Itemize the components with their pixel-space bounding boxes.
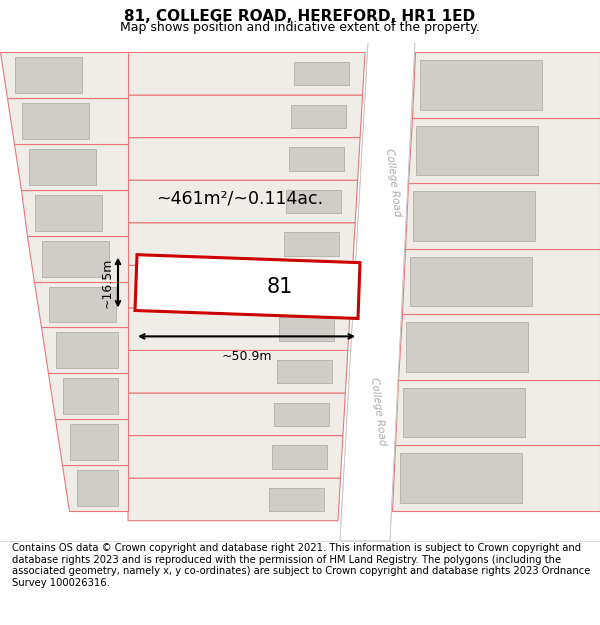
Polygon shape [29,149,95,185]
Polygon shape [63,378,118,414]
Polygon shape [22,103,89,139]
Polygon shape [128,95,362,138]
Text: ~461m²/~0.114ac.: ~461m²/~0.114ac. [157,190,323,208]
Polygon shape [398,314,600,380]
Polygon shape [128,436,343,478]
Polygon shape [62,465,128,511]
Polygon shape [35,195,103,231]
Polygon shape [49,287,116,322]
Text: ~50.9m: ~50.9m [221,351,272,363]
Polygon shape [340,42,415,541]
Polygon shape [284,232,339,256]
Polygon shape [128,180,358,222]
Polygon shape [20,190,128,236]
Polygon shape [406,322,528,372]
Text: 81: 81 [267,277,293,297]
Polygon shape [77,470,118,506]
Polygon shape [289,147,344,171]
Polygon shape [419,61,542,110]
Polygon shape [269,488,324,511]
Polygon shape [395,380,600,445]
Polygon shape [416,126,538,176]
Polygon shape [56,332,118,368]
Polygon shape [128,265,353,308]
Polygon shape [14,144,128,190]
Polygon shape [272,445,326,469]
Polygon shape [401,249,600,314]
Text: ~16.5m: ~16.5m [101,258,114,308]
Polygon shape [400,453,521,503]
Polygon shape [279,318,334,341]
Polygon shape [41,328,128,373]
Polygon shape [128,393,346,436]
Polygon shape [0,52,128,98]
Text: Contains OS data © Crown copyright and database right 2021. This information is : Contains OS data © Crown copyright and d… [12,543,590,588]
Polygon shape [405,183,600,249]
Polygon shape [70,424,118,460]
Polygon shape [128,308,350,351]
Polygon shape [34,282,128,328]
Polygon shape [292,104,346,128]
Polygon shape [294,62,349,86]
Polygon shape [410,257,532,306]
Polygon shape [128,138,360,180]
Polygon shape [48,373,128,419]
Polygon shape [55,419,128,465]
Polygon shape [274,402,329,426]
Polygon shape [277,360,332,383]
Text: Map shows position and indicative extent of the property.: Map shows position and indicative extent… [120,21,480,34]
Polygon shape [135,255,360,319]
Text: 81, COLLEGE ROAD, HEREFORD, HR1 1ED: 81, COLLEGE ROAD, HEREFORD, HR1 1ED [124,9,476,24]
Polygon shape [128,52,365,95]
Polygon shape [15,58,82,93]
Polygon shape [392,445,600,511]
Polygon shape [408,118,600,183]
Text: College Road: College Road [369,376,387,446]
Text: College Road: College Road [384,148,402,217]
Polygon shape [128,478,340,521]
Polygon shape [403,388,525,438]
Polygon shape [128,222,355,265]
Polygon shape [28,236,128,282]
Polygon shape [42,241,109,277]
Polygon shape [128,351,348,393]
Polygon shape [7,98,128,144]
Polygon shape [412,52,600,118]
Polygon shape [413,191,535,241]
Polygon shape [286,190,341,213]
